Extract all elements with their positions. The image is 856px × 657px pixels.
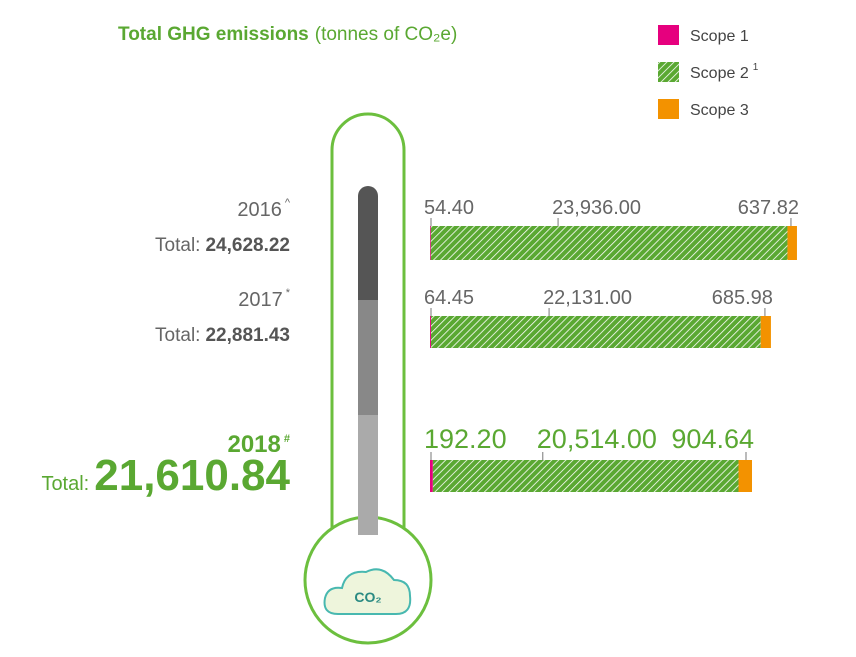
total-caption: Total:	[155, 235, 200, 256]
chart: Total GHG emissions(tonnes of CO₂e) CO₂ …	[0, 0, 856, 657]
bar-segment	[431, 316, 761, 348]
value-label: 192.20	[424, 424, 507, 454]
legend-swatch	[658, 25, 679, 45]
bar-segment	[430, 226, 431, 260]
total-label: Total:22,881.43	[155, 325, 290, 346]
bar-segment	[430, 316, 431, 348]
legend-note: 1	[753, 62, 759, 73]
total-caption: Total:	[41, 473, 89, 495]
year-label: 2016^	[237, 197, 291, 221]
year-label: 2017*	[238, 287, 291, 311]
value-label: 685.98	[712, 287, 773, 309]
year-note: *	[286, 287, 291, 299]
year: 2016	[237, 199, 282, 221]
bar-segment	[739, 460, 752, 492]
total-value: 22,881.43	[205, 325, 290, 346]
total-caption: Total:	[155, 325, 200, 346]
value-label: 54.40	[424, 197, 474, 219]
legend-swatch	[658, 99, 679, 119]
bar-segment	[431, 226, 788, 260]
bar-segment	[433, 460, 739, 492]
bar-segment	[761, 316, 771, 348]
legend-text: Scope 1	[690, 28, 749, 45]
value-label: 637.82	[738, 197, 799, 219]
value-label: 23,936.00	[552, 197, 641, 219]
chart-title: Total GHG emissions (tonnes of CO₂e)	[118, 24, 457, 45]
total-label: Total:24,628.22	[155, 235, 290, 256]
total-value: 24,628.22	[205, 235, 290, 256]
value-label: 20,514.00	[537, 424, 657, 454]
value-label: 904.64	[671, 424, 754, 454]
value-label: 64.45	[424, 287, 474, 309]
total-value: 21,610.84	[94, 451, 290, 500]
bar-segment	[430, 460, 433, 492]
legend-text: Scope 2	[690, 65, 749, 82]
legend-label: Scope 3	[690, 102, 749, 119]
value-label: 22,131.00	[543, 287, 632, 309]
legend-label: Scope 1	[690, 28, 749, 45]
year: 2017	[238, 289, 283, 311]
year-note: ^	[285, 197, 291, 209]
title: Total GHG emissions	[118, 24, 309, 45]
thermometer	[305, 114, 431, 643]
legend-swatch	[658, 62, 679, 82]
bar-segment	[787, 226, 797, 260]
legend-text: Scope 3	[690, 102, 749, 119]
legend-label: Scope 2 1	[690, 62, 759, 82]
subtitle: (tonnes of CO₂e)	[315, 24, 458, 45]
page: Total GHG emissions(tonnes of CO₂e) CO₂ …	[0, 0, 856, 657]
total-label: Total:21,610.84	[41, 451, 290, 500]
year-note: #	[284, 433, 290, 445]
icon-label: CO₂	[354, 589, 381, 605]
